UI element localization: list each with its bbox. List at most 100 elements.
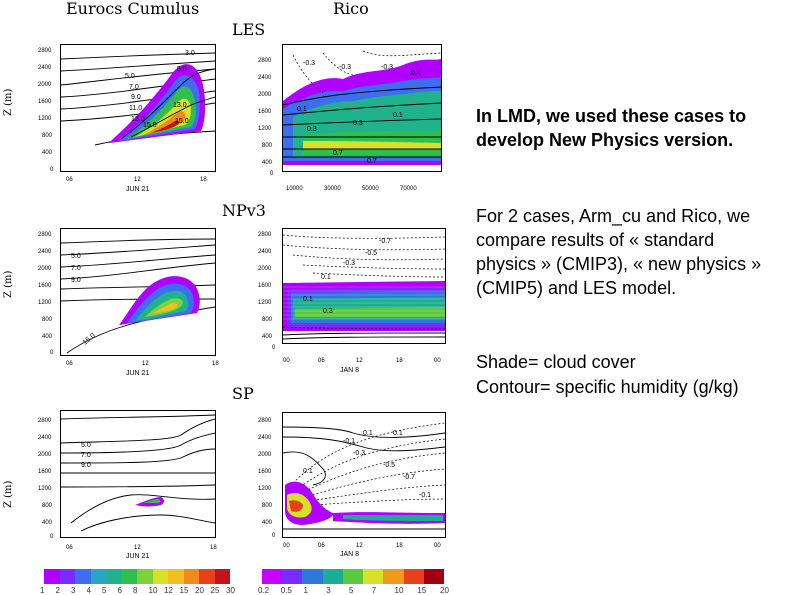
ylabel-sp: Z (m) xyxy=(3,480,14,508)
les-l-label-7: 13.0 xyxy=(131,116,145,123)
les-r-label-6: 0.3 xyxy=(307,126,317,133)
les-r-label-3: -0.3 xyxy=(381,64,393,71)
xtick: 18 xyxy=(396,358,403,364)
les-l-label-8: 13.0 xyxy=(173,102,187,109)
ytick: 1600 xyxy=(258,283,272,289)
les-l-label-4: 7.0 xyxy=(129,84,139,91)
les-r-label-2: -0.3 xyxy=(339,64,351,71)
colorbar-label: 1 xyxy=(303,586,308,595)
colorbar-swatch xyxy=(282,569,303,584)
row-title-npv3: NPv3 xyxy=(222,201,266,220)
ytick: 800 xyxy=(262,143,273,149)
row-title-sp: SP xyxy=(232,384,254,403)
xtick: 06 xyxy=(66,545,73,551)
ytick: 2800 xyxy=(38,418,52,424)
col-title-rico: Rico xyxy=(333,0,369,18)
les-r-label-8: 0.1 xyxy=(393,112,403,119)
xtick: 12 xyxy=(134,545,141,551)
les-l-label-6: 11.0 xyxy=(129,105,142,112)
xtick: 06 xyxy=(318,543,325,549)
les-r-label-7: 0.3 xyxy=(353,120,363,127)
colorbar-label: 3 xyxy=(71,586,76,595)
xlabel-sp-left: JUN 21 xyxy=(126,553,150,560)
colorbar-swatch xyxy=(121,569,137,584)
ytick: 1600 xyxy=(38,283,52,289)
sp-r-label-5: -0.7 xyxy=(403,474,415,481)
xtick: 00 xyxy=(434,358,441,364)
colorbar-swatch xyxy=(137,569,153,584)
ylabel-npv3: Z (m) xyxy=(3,270,14,298)
colorbar-swatch xyxy=(199,569,215,584)
np-r-label-6: 0.3 xyxy=(323,308,333,315)
comparison-paragraph: For 2 cases, Arm_cu and Rico, we compare… xyxy=(476,206,762,298)
xlabel-sp-right: JAN 8 xyxy=(340,551,360,558)
xtick: 12 xyxy=(356,543,363,549)
colorbar-label: 10 xyxy=(148,586,158,595)
ytick: 0 xyxy=(270,171,274,177)
ytick: 1200 xyxy=(258,300,272,306)
ytick: 2800 xyxy=(38,48,52,54)
ytick: 2800 xyxy=(38,232,52,238)
ytick: 2400 xyxy=(38,249,52,255)
sp-rico-plot: 0.1 -0.1 -0.3 -0.5 -0.7 0.1 0.1 -0.1 xyxy=(283,422,445,530)
colorbar-label: 15 xyxy=(179,586,189,595)
xtick: 70000 xyxy=(400,186,417,192)
sp-eurocs-plot: 5.0 7.0 9.0 xyxy=(61,414,215,532)
ytick: 2800 xyxy=(258,232,272,238)
ytick: 1200 xyxy=(258,126,272,132)
panel-npv3-rico: -0.7 -0.5 -0.3 0.1 0.1 0.3 xyxy=(282,228,446,344)
sp-r-label-7: 0.1 xyxy=(393,430,403,437)
np-r-label-4: 0.1 xyxy=(321,274,331,281)
colorbar-swatch xyxy=(90,569,106,584)
colorbar-swatch xyxy=(383,569,404,584)
xtick: 10000 xyxy=(286,186,303,192)
colorbar-label: 3 xyxy=(326,586,331,595)
colorbar-label: 2 xyxy=(55,586,60,595)
xtick: 12 xyxy=(356,358,363,364)
colorbar-right xyxy=(262,569,444,584)
sp-r-label-8: -0.1 xyxy=(419,492,431,499)
ytick: 2000 xyxy=(38,452,52,458)
ytick: 0 xyxy=(272,533,276,539)
ytick: 800 xyxy=(42,503,53,509)
colorbar-swatch xyxy=(152,569,168,584)
colorbar-label: 20 xyxy=(440,586,449,595)
colorbar-label: 5 xyxy=(349,586,354,595)
colorbar-label: 7 xyxy=(371,586,377,595)
ytick: 1600 xyxy=(258,109,272,115)
xlabel-les-left: JUN 21 xyxy=(126,186,150,193)
les-r-label-4: 0.4 xyxy=(411,70,421,77)
colorbar-left xyxy=(44,569,230,584)
les-l-label-2: 5.0 xyxy=(125,73,135,80)
ytick: 2400 xyxy=(258,435,272,441)
les-eurocs-plot: 3.0 5.0 5.0 7.0 9.0 11.0 13.0 13.0 15.0 … xyxy=(61,50,215,146)
xtick: 06 xyxy=(66,177,73,183)
ytick: 800 xyxy=(42,317,53,323)
ylabel-les: Z (m) xyxy=(3,88,14,116)
colorbar-swatch xyxy=(403,569,424,584)
ytick: 400 xyxy=(42,520,53,526)
ytick: 1200 xyxy=(38,116,52,122)
xtick: 18 xyxy=(396,543,403,549)
row-title-les: LES xyxy=(232,20,266,39)
sp-r-label-1: 0.1 xyxy=(363,430,373,437)
les-r-label-5: 0.1 xyxy=(297,106,307,113)
xlabel-npv3-left: JUN 21 xyxy=(126,370,150,377)
xtick: 06 xyxy=(318,358,325,364)
xtick: 00 xyxy=(283,543,290,549)
xtick: 50000 xyxy=(362,186,379,192)
ytick: 2000 xyxy=(258,452,272,458)
np-l-label-1: 5.0 xyxy=(71,253,81,260)
xtick: 00 xyxy=(434,543,441,549)
les-l-label-3: 5.0 xyxy=(177,66,187,73)
colorbar-swatch xyxy=(183,569,199,584)
panel-les-eurocs: 3.0 5.0 5.0 7.0 9.0 11.0 13.0 13.0 15.0 … xyxy=(60,44,216,172)
ytick: 1600 xyxy=(38,99,52,105)
colorbar-label: 12 xyxy=(164,586,173,595)
ytick: 2400 xyxy=(38,435,52,441)
panel-sp-rico: 0.1 -0.1 -0.3 -0.5 -0.7 0.1 0.1 -0.1 xyxy=(282,412,446,538)
xtick: 18 xyxy=(212,361,219,367)
ytick: 2000 xyxy=(258,92,272,98)
les-r-label-10: 0.7 xyxy=(367,158,377,165)
colorbar-label: 0.2 xyxy=(258,586,270,595)
